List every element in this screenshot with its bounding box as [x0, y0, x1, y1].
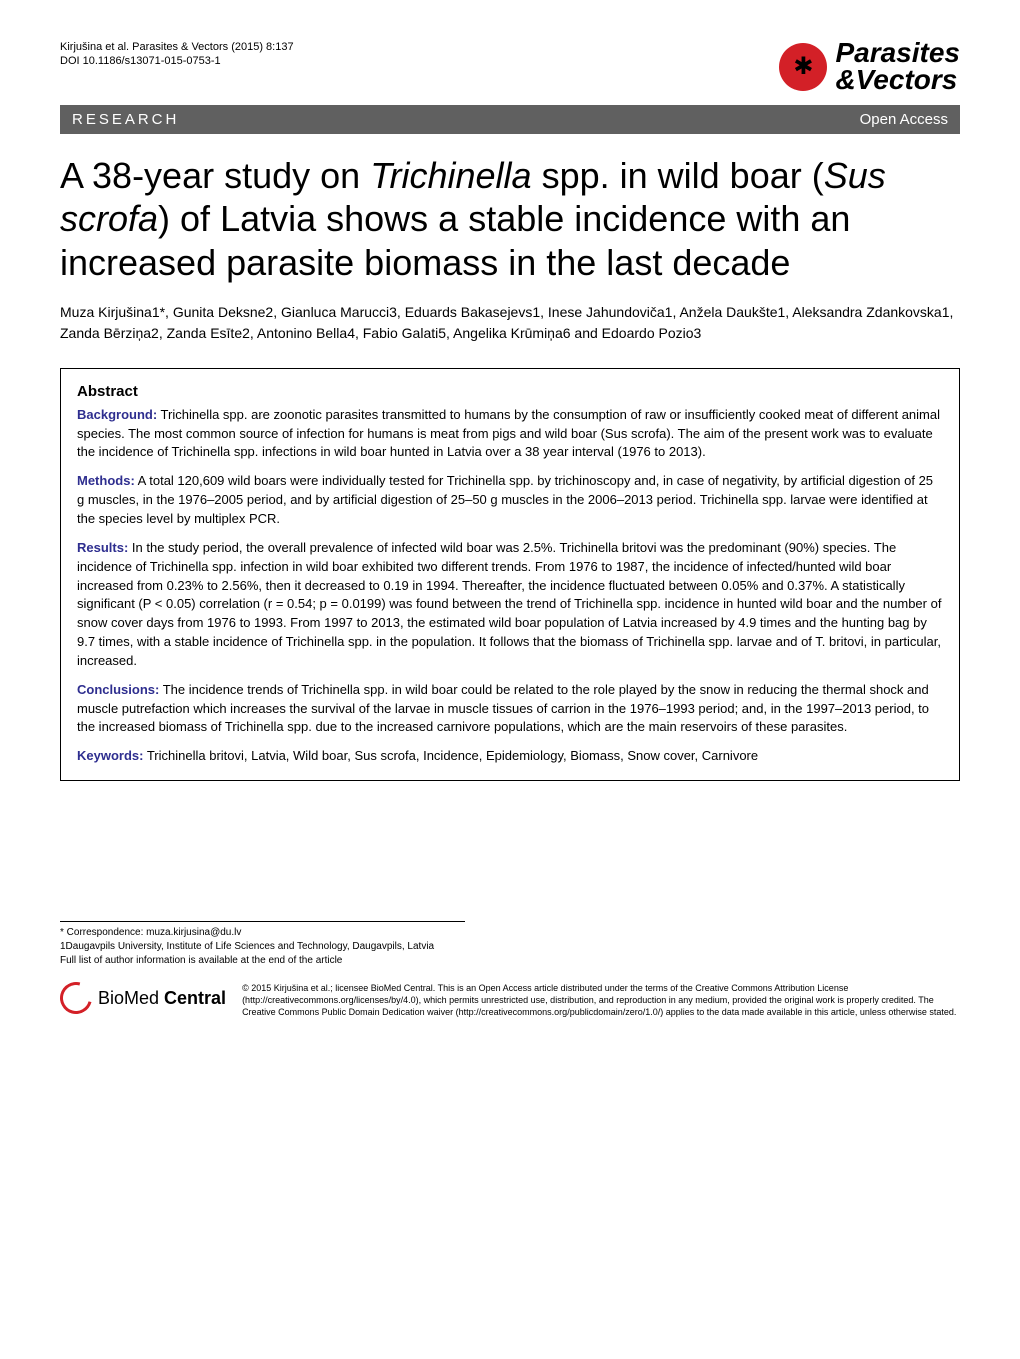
- keywords-label: Keywords:: [77, 748, 143, 763]
- license-text: © 2015 Kirjušina et al.; licensee BioMed…: [242, 982, 960, 1018]
- journal-name: Parasites &Vectors: [835, 40, 960, 93]
- correspondence-block: * Correspondence: muza.kirjusina@du.lv 1…: [60, 926, 960, 968]
- abstract-heading: Abstract: [77, 383, 943, 400]
- abstract-background: Background: Trichinella spp. are zoonoti…: [77, 406, 943, 463]
- citation-block: Kirjušina et al. Parasites & Vectors (20…: [60, 40, 294, 69]
- article-title: A 38-year study on Trichinella spp. in w…: [60, 154, 960, 284]
- conclusions-label: Conclusions:: [77, 682, 159, 697]
- mosquito-icon: ✱: [779, 43, 827, 91]
- abstract-box: Abstract Background: Trichinella spp. ar…: [60, 368, 960, 781]
- article-type: RESEARCH: [72, 111, 179, 128]
- abstract-conclusions: Conclusions: The incidence trends of Tri…: [77, 681, 943, 738]
- background-label: Background:: [77, 407, 157, 422]
- journal-logo: ✱ Parasites &Vectors: [779, 40, 960, 93]
- page-header: Kirjušina et al. Parasites & Vectors (20…: [60, 40, 960, 93]
- correspondence-email: * Correspondence: muza.kirjusina@du.lv: [60, 926, 960, 940]
- citation-line: Kirjušina et al. Parasites & Vectors (20…: [60, 40, 294, 54]
- correspondence-affiliation: 1Daugavpils University, Institute of Lif…: [60, 940, 960, 954]
- footer-separator: [60, 921, 465, 922]
- bmc-text: BioMed Central: [98, 988, 226, 1009]
- bmc-circle-icon: [54, 976, 98, 1020]
- section-bar: RESEARCH Open Access: [60, 105, 960, 134]
- license-row: BioMed Central © 2015 Kirjušina et al.; …: [60, 982, 960, 1018]
- abstract-results: Results: In the study period, the overal…: [77, 539, 943, 671]
- biomed-central-logo: BioMed Central: [60, 982, 226, 1014]
- open-access-label: Open Access: [860, 111, 948, 128]
- abstract-methods: Methods: A total 120,609 wild boars were…: [77, 472, 943, 529]
- correspondence-note: Full list of author information is avail…: [60, 954, 960, 968]
- author-list: Muza Kirjušina1*, Gunita Deksne2, Gianlu…: [60, 302, 960, 344]
- methods-label: Methods:: [77, 473, 135, 488]
- results-label: Results:: [77, 540, 128, 555]
- doi-line: DOI 10.1186/s13071-015-0753-1: [60, 54, 294, 68]
- abstract-keywords: Keywords: Trichinella britovi, Latvia, W…: [77, 747, 943, 766]
